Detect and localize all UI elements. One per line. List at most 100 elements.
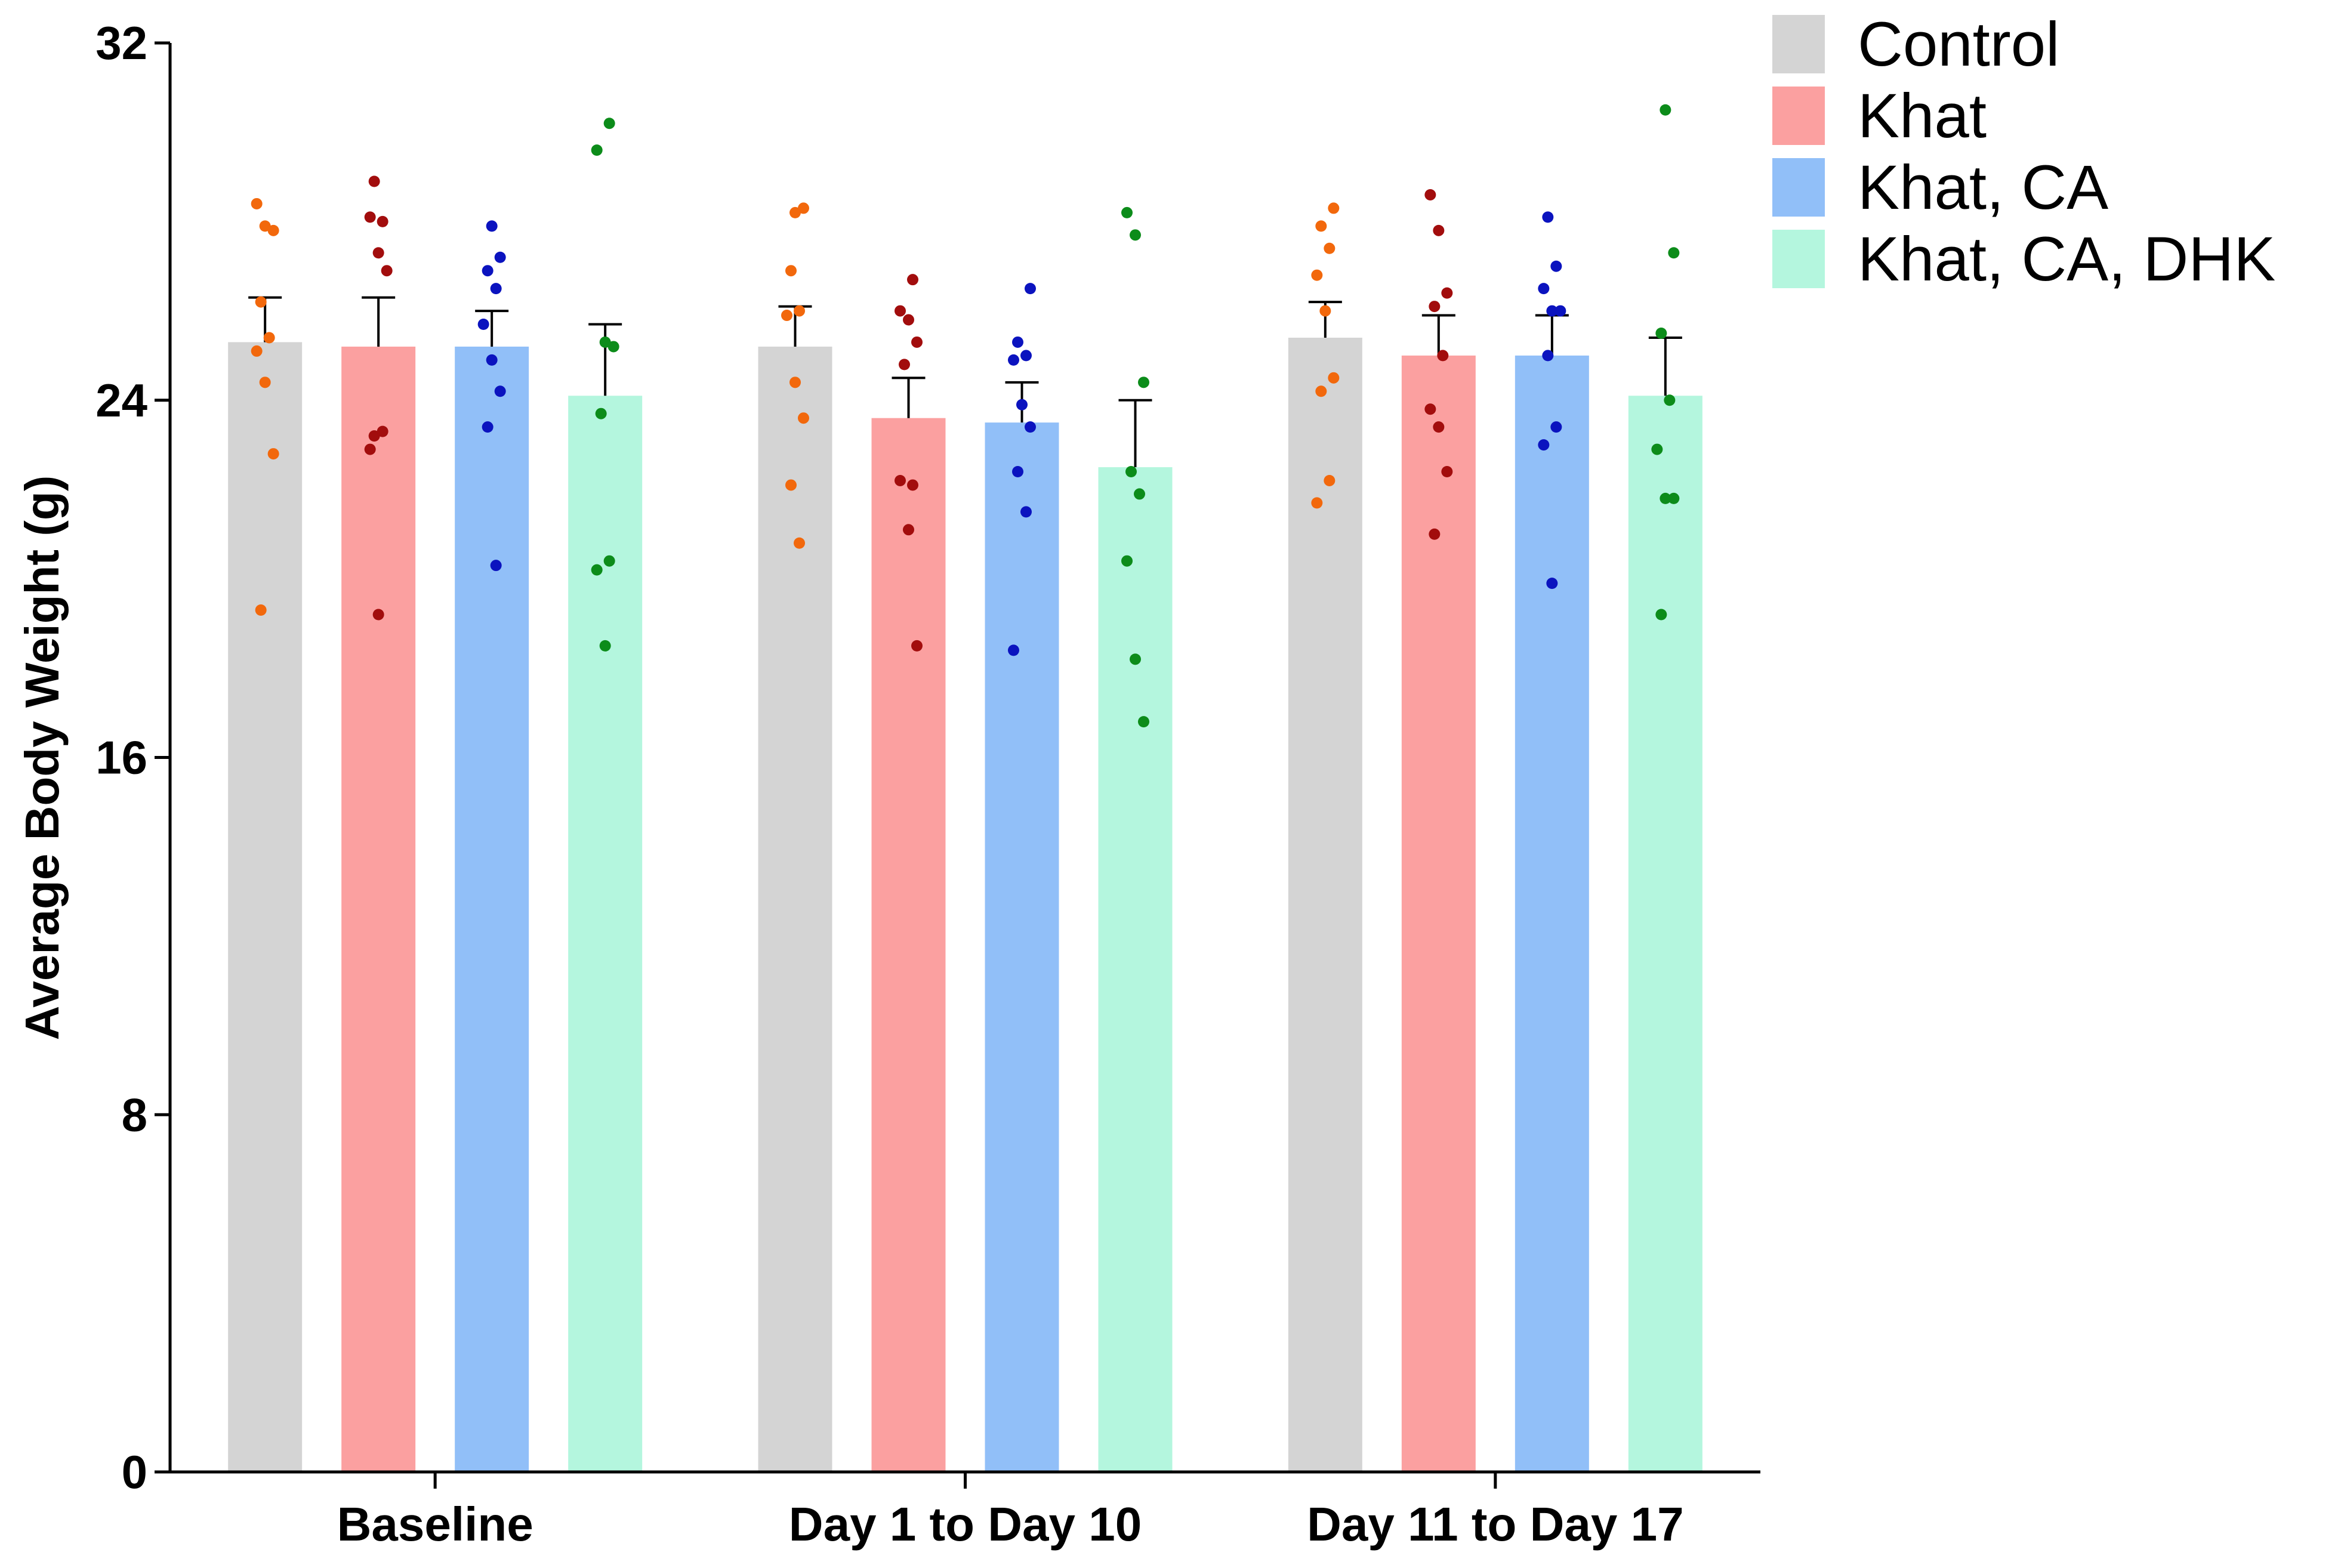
data-point bbox=[1012, 466, 1023, 477]
x-category-label: Day 11 to Day 17 bbox=[1307, 1498, 1683, 1551]
data-point bbox=[1311, 269, 1323, 281]
data-point bbox=[1138, 716, 1149, 728]
data-point bbox=[1429, 301, 1441, 313]
bar bbox=[228, 342, 303, 1472]
y-ticks: 0 8 16 24 32 bbox=[95, 17, 170, 1498]
y-tick-label: 32 bbox=[95, 17, 147, 69]
data-point bbox=[599, 336, 611, 348]
legend-label: Control bbox=[1858, 10, 2059, 79]
data-point bbox=[1020, 350, 1032, 362]
data-point bbox=[368, 175, 380, 187]
data-point bbox=[372, 609, 384, 621]
data-point bbox=[1664, 394, 1676, 406]
data-point bbox=[798, 412, 809, 424]
bar bbox=[758, 346, 832, 1472]
data-point bbox=[486, 220, 498, 232]
bar bbox=[455, 346, 529, 1472]
data-point bbox=[1441, 287, 1453, 299]
data-point bbox=[1008, 644, 1019, 656]
x-category-label: Day 1 to Day 10 bbox=[789, 1498, 1142, 1551]
bar bbox=[1288, 337, 1362, 1472]
bar bbox=[341, 346, 416, 1472]
data-point bbox=[907, 479, 918, 491]
data-point bbox=[1311, 497, 1323, 509]
data-point bbox=[789, 206, 801, 218]
bar bbox=[871, 418, 946, 1472]
data-point bbox=[1550, 421, 1562, 433]
data-point bbox=[1125, 466, 1137, 477]
y-tick-label: 0 bbox=[122, 1446, 147, 1498]
data-point bbox=[259, 376, 271, 388]
x-category-label: Baseline bbox=[337, 1498, 533, 1551]
bar bbox=[1401, 355, 1476, 1472]
data-point bbox=[1328, 372, 1340, 384]
y-tick-label: 8 bbox=[122, 1088, 147, 1141]
data-point bbox=[1429, 528, 1441, 540]
data-point bbox=[267, 448, 279, 460]
bar bbox=[1098, 467, 1173, 1472]
legend-swatch bbox=[1772, 230, 1825, 288]
data-point bbox=[1668, 492, 1680, 504]
data-point bbox=[1025, 421, 1036, 433]
data-point bbox=[1324, 474, 1336, 486]
data-point bbox=[1424, 403, 1436, 415]
data-point bbox=[490, 283, 502, 295]
data-point bbox=[1651, 443, 1663, 455]
bar bbox=[1628, 396, 1703, 1472]
bar bbox=[985, 422, 1059, 1472]
bar bbox=[568, 396, 643, 1472]
data-point bbox=[494, 251, 506, 263]
data-point bbox=[1546, 578, 1558, 589]
data-point bbox=[1538, 283, 1550, 295]
data-point bbox=[1130, 229, 1141, 241]
data-point bbox=[895, 305, 906, 317]
legend-swatch bbox=[1772, 158, 1825, 217]
data-point bbox=[259, 220, 271, 232]
data-point bbox=[1660, 104, 1671, 116]
data-point bbox=[1121, 206, 1133, 218]
y-tick-label: 16 bbox=[95, 731, 147, 784]
data-point bbox=[907, 274, 918, 286]
data-point bbox=[1424, 189, 1436, 200]
data-point bbox=[1315, 220, 1327, 232]
data-point bbox=[381, 265, 393, 277]
data-point bbox=[785, 265, 797, 277]
data-point bbox=[903, 314, 914, 326]
data-point bbox=[1433, 421, 1445, 433]
data-point bbox=[1542, 350, 1554, 362]
data-point bbox=[1433, 224, 1445, 236]
data-point bbox=[490, 560, 502, 572]
legend-swatch bbox=[1772, 15, 1825, 73]
data-point bbox=[789, 376, 801, 388]
data-point bbox=[1550, 260, 1562, 272]
data-point bbox=[1655, 327, 1667, 339]
bars-layer bbox=[228, 337, 1703, 1472]
data-point bbox=[263, 332, 275, 344]
data-point bbox=[1546, 305, 1558, 317]
data-point bbox=[1538, 439, 1550, 451]
data-point bbox=[1655, 609, 1667, 621]
data-point bbox=[903, 524, 914, 536]
data-point bbox=[364, 443, 376, 455]
data-point bbox=[607, 341, 619, 353]
data-point bbox=[911, 336, 923, 348]
data-point bbox=[477, 319, 489, 331]
data-point bbox=[599, 640, 611, 652]
data-point bbox=[1437, 350, 1449, 362]
data-point bbox=[494, 385, 506, 397]
data-point bbox=[377, 215, 388, 227]
data-point bbox=[603, 555, 615, 567]
legend-label: Khat, CA, DHK bbox=[1858, 224, 2275, 294]
data-point bbox=[1660, 492, 1671, 504]
data-point bbox=[1134, 488, 1145, 500]
points-layer bbox=[251, 104, 1680, 728]
bar bbox=[1515, 355, 1589, 1472]
data-point bbox=[591, 144, 603, 156]
data-point bbox=[595, 408, 607, 419]
y-axis-label: Average Body Weight (g) bbox=[16, 476, 69, 1041]
data-point bbox=[368, 430, 380, 442]
data-point bbox=[899, 359, 910, 371]
data-point bbox=[255, 604, 267, 616]
